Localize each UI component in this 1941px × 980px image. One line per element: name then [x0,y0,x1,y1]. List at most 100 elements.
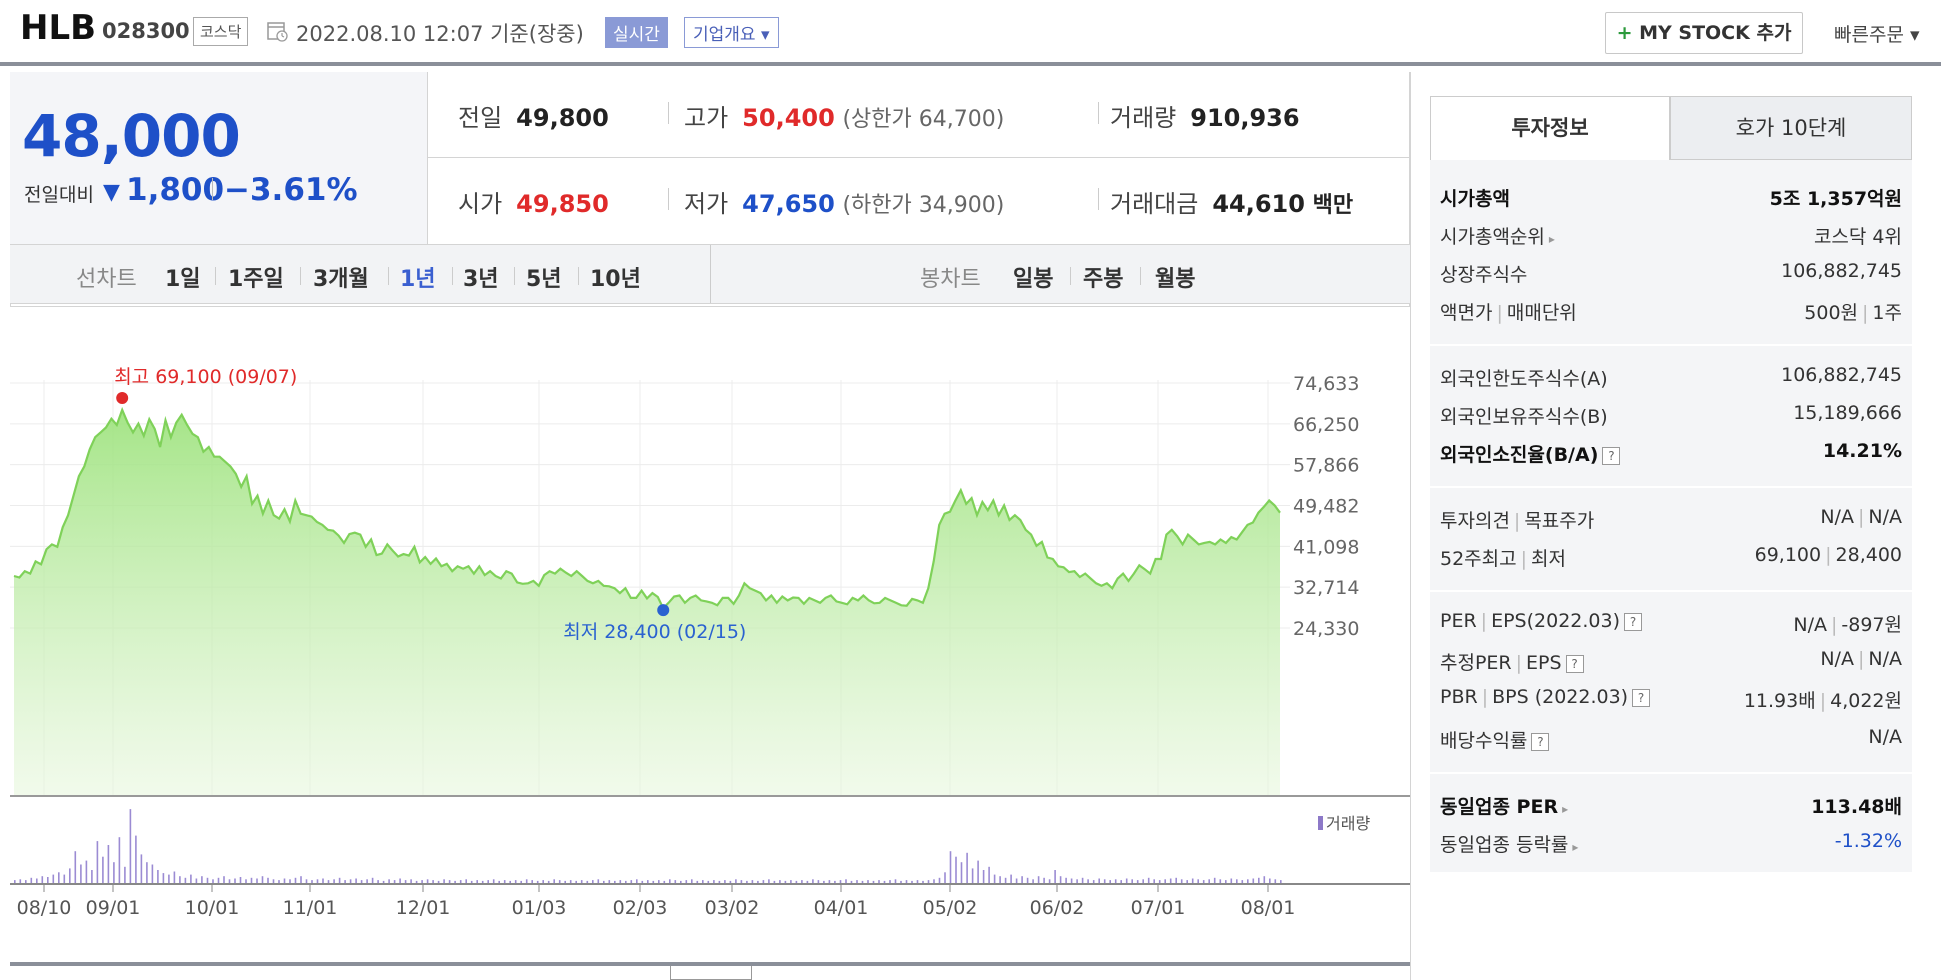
divider [514,267,515,285]
volume-bar [404,880,407,884]
volume-bar [702,880,704,884]
volume-bar [1065,877,1067,884]
est-per-label: 추정PER [1440,652,1512,674]
volume-bar [641,880,644,884]
volume-bar [1252,878,1255,884]
volume-bar [784,880,787,884]
info-row-pbr: PBR | BPS (2022.03)? 11.93배 | 4,022원 [1440,682,1902,716]
divider [710,245,711,303]
lower-limit: (하한가 34,900) [842,193,1005,218]
volume-bar [608,880,611,884]
divider [1098,188,1099,210]
per-value-wrap: N/A | -897원 [1793,610,1902,637]
help-icon[interactable]: ? [1624,612,1642,631]
period-1y[interactable]: 1년 [400,267,436,292]
divider: | [1830,614,1838,636]
add-my-stock-button[interactable]: + MY STOCK 추가 [1605,12,1803,54]
period-3y[interactable]: 3년 [463,267,499,292]
target-label: 목표주가 [1524,510,1595,532]
tab-invest-info[interactable]: 투자정보 [1430,96,1670,160]
candle-monthly[interactable]: 월봉 [1155,267,1196,292]
current-price-box: 48,000 전일대비 ▼ 1,800 −3.61% [10,72,428,244]
low-marker [657,604,670,617]
volume-bar [1147,877,1150,884]
trade-amount: 거래대금 44,610 백만 [1110,184,1353,219]
info-row-est-per: 추정PER | EPS? N/A | N/A [1440,644,1902,678]
x-axis-labels: 08/10 09/01 10/01 11/01 12/01 01/03 02/03 03/02… [17,884,1295,919]
unit-value: 1주 [1872,302,1902,324]
prev-close-label: 전일 [458,104,503,132]
sector-rate-label: 동일업종 등락률 [1440,834,1569,856]
volume-bar [525,879,528,884]
volume-bar [773,880,776,884]
help-icon[interactable]: ? [1632,688,1651,707]
divider [668,102,669,124]
volume-bar [30,877,33,884]
volume-bar [256,878,258,884]
period-1w[interactable]: 1주일 [228,267,284,292]
section-divider [1430,590,1912,592]
volume-bar [680,880,682,884]
volume-bar [1230,878,1233,884]
foreign-limit-label: 외국인한도주식수(A) [1440,368,1608,390]
volume-bar [1241,880,1244,884]
quick-order-dropdown[interactable]: 빠른주문 ▾ [1834,24,1920,46]
tab-hoga-10[interactable]: 호가 10단계 [1670,96,1912,160]
bps-value: 4,022원 [1830,690,1902,712]
divider [215,267,216,285]
info-row-sector-rate[interactable]: 동일업종 등락률 ▸ -1.32% [1440,826,1902,860]
info-row-foreign-limit: 외국인한도주식수(A) 106,882,745 [1440,360,1902,394]
volume-bar [553,879,555,884]
est-per-value: N/A [1820,648,1854,670]
corp-info-dropdown[interactable]: 기업개요 ▾ [684,17,779,48]
volume-bar [1081,877,1084,884]
sector-per-value: 113.48배 [1811,796,1902,818]
volume-bar [889,880,891,884]
div-label: 배당수익률 [1440,730,1528,752]
candle-weekly[interactable]: 주봉 [1083,267,1124,292]
volume-bar [558,880,561,884]
x-tick-label: 03/02 [705,897,760,919]
volume-bar [922,880,924,884]
volume-bar [531,880,533,884]
caret-right-icon: ▸ [1548,232,1555,246]
help-icon[interactable]: ? [1531,732,1550,751]
volume-bar [779,880,781,884]
rank-label: 시가총액순위 [1440,226,1545,248]
volume-bar [630,880,633,884]
period-3m[interactable]: 3개월 [313,267,369,292]
candle-daily[interactable]: 일봉 [1013,267,1054,292]
low-annotation: 최저 28,400 (02/15) [563,621,746,643]
volume-bar [1236,879,1238,884]
volume-bar [102,856,104,884]
day-high-label: 고가 [684,104,729,132]
sector-per-label-wrap: 동일업종 PER ▸ [1440,792,1568,819]
period-5y[interactable]: 5년 [526,267,562,292]
volume-bar [1021,876,1023,884]
volume-bar [228,879,231,884]
info-row-sector-per[interactable]: 동일업종 PER ▸ 113.48배 [1440,788,1902,822]
volume-bar [162,873,165,884]
foreign-ratio-label: 외국인소진율(B/A) [1440,444,1599,466]
help-icon[interactable]: ? [1565,654,1584,673]
info-row-rank[interactable]: 시가총액순위 ▸ 코스닥 4위 [1440,218,1902,252]
volume-bar [520,880,522,884]
eps-value: -897원 [1841,614,1902,636]
volume-bar [658,880,660,884]
realtime-badge[interactable]: 실시간 [605,17,668,48]
chart-toggle-button[interactable] [670,966,752,980]
target-value: N/A [1868,506,1902,528]
shares-label: 상장주식수 [1440,264,1528,286]
volume-bar [1219,879,1222,884]
divider: | [1513,510,1521,532]
period-1d[interactable]: 1일 [165,267,201,292]
volume-bar [316,879,319,884]
open-value: 49,850 [516,190,609,218]
prev-close-value: 49,800 [516,104,609,132]
volume-bar [938,877,941,884]
par-label: 액면가 [1440,302,1493,324]
help-icon[interactable]: ? [1602,446,1621,465]
volume-bar [977,860,979,884]
period-10y[interactable]: 10년 [590,267,641,292]
volume-bar [454,880,456,884]
